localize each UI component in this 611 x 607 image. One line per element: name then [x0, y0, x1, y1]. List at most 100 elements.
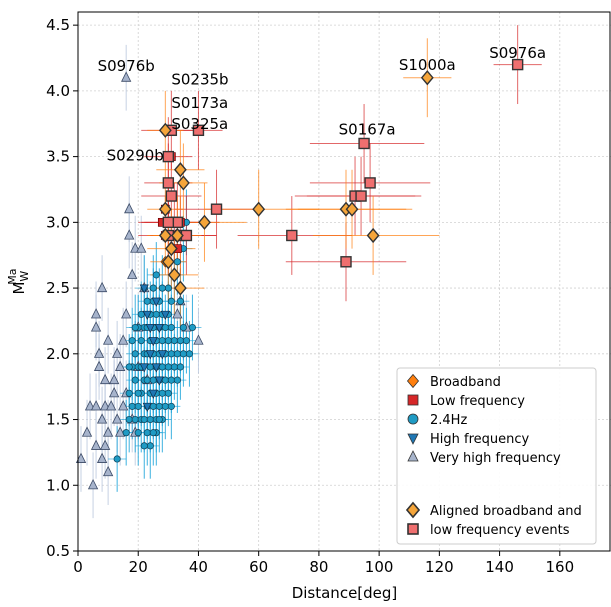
svg-text:MWMa: MWMa — [6, 268, 31, 294]
aligned-lf-point — [162, 216, 175, 229]
aligned-bb-point — [167, 267, 181, 283]
vhf-point — [136, 242, 147, 253]
vhf-point — [121, 71, 132, 82]
y-axis-label-sub: W — [18, 271, 31, 282]
vhf-point — [121, 308, 132, 319]
hz24-point — [164, 284, 172, 292]
legend-marker — [407, 433, 419, 445]
y-tick-label: 3.5 — [46, 148, 70, 166]
hf-point — [151, 297, 161, 307]
x-tick-label: 40 — [189, 558, 208, 576]
annotation-label: S1000a — [399, 56, 456, 74]
hf-point — [151, 363, 161, 373]
vhf-point — [118, 400, 129, 411]
vhf-point — [96, 281, 108, 293]
y-axis-label-sup: Ma — [6, 268, 19, 284]
hf-point — [139, 363, 149, 373]
y-tick-label: 4.0 — [46, 82, 70, 100]
hz24-point — [137, 337, 145, 345]
hz24-point — [164, 363, 172, 371]
annotation-label: S0976a — [489, 44, 546, 62]
hz24-point — [167, 376, 175, 384]
legend-label: low frequency events — [430, 523, 570, 538]
vhf-point — [99, 373, 111, 385]
aligned-lf-point — [286, 229, 298, 242]
hz24-point — [131, 415, 139, 424]
annotation-label: S0167a — [339, 120, 396, 138]
hz24-point — [179, 350, 187, 358]
hf-point — [148, 337, 158, 347]
hz24-point — [143, 429, 151, 437]
y-tick-label: 2.5 — [46, 279, 70, 297]
x-tick-label: 0 — [73, 558, 83, 576]
y-tick-label: 1.5 — [46, 411, 70, 429]
aligned-lf-point — [511, 58, 524, 71]
hz24-point — [146, 415, 154, 424]
hz24-point — [134, 402, 142, 410]
vhf-point — [105, 400, 117, 411]
hz24-point — [167, 297, 175, 305]
aligned-bb-point — [420, 70, 434, 86]
x-axis-label: Distance[deg] — [292, 584, 398, 602]
hz24-point — [140, 442, 148, 450]
hz24-point — [164, 389, 172, 397]
aligned-bb-point — [158, 227, 172, 244]
vhf-point — [124, 202, 135, 214]
vhf-point — [93, 347, 105, 358]
vhf-point — [102, 426, 114, 437]
hz24-point — [167, 350, 175, 358]
hz24-point — [143, 376, 151, 384]
annotations: S0976b S0235b S0173a S0325a S0290b S1000a S097… — [98, 44, 547, 165]
vhf-point — [96, 413, 108, 424]
hz24-point — [125, 363, 133, 371]
hz24-point — [128, 337, 136, 345]
x-tick-label: 160 — [545, 558, 574, 576]
hf-point — [160, 310, 170, 320]
legend-marker — [406, 373, 420, 389]
y-axis-label: MWMa — [6, 268, 31, 294]
aligned-bb-point — [252, 201, 266, 217]
hf-point — [154, 323, 164, 334]
legend: Broadband Low frequency 2.4Hz High frequenc… — [396, 367, 597, 545]
hz24-point — [182, 337, 190, 345]
aligned-lf-point — [165, 190, 178, 202]
hz24-point — [125, 415, 133, 424]
x-tick-label: 80 — [309, 558, 328, 576]
hz24-point — [134, 389, 142, 397]
vhf-point — [118, 334, 129, 345]
hf-point — [154, 376, 164, 386]
legend-label: High frequency — [430, 432, 530, 447]
hz24-point — [149, 284, 157, 292]
hz24-point — [158, 337, 166, 345]
legend-box — [396, 367, 597, 545]
hz24-point — [134, 429, 142, 437]
hz24-point — [146, 442, 154, 450]
vhf-point — [90, 321, 102, 332]
vhf-point — [111, 413, 123, 424]
aligned-lf-point — [192, 124, 205, 137]
vhf-point — [193, 334, 204, 345]
vhf-point — [111, 347, 123, 358]
hz24-point — [173, 350, 181, 358]
plot-frame — [77, 11, 611, 552]
aligned-bb-point — [345, 201, 359, 217]
hz24-point — [164, 337, 172, 345]
hz24-point — [140, 415, 148, 424]
vhf-point — [108, 386, 120, 398]
aligned-lf-point — [162, 150, 175, 163]
aligned-bb-point — [158, 122, 172, 138]
hz24-point — [131, 323, 139, 332]
hz24-point — [176, 297, 184, 305]
vhf-point — [99, 439, 111, 450]
vhf-point — [115, 426, 126, 437]
vhf-point — [172, 308, 183, 319]
hz24-point — [143, 297, 151, 305]
legend-marker — [407, 450, 419, 462]
hz24-point — [188, 323, 196, 332]
hf-point — [157, 350, 167, 360]
hz24-point — [131, 350, 139, 358]
aligned-lf-point — [358, 137, 370, 150]
x-tick-label: 60 — [249, 558, 268, 576]
x-tick-label: 140 — [485, 558, 514, 576]
